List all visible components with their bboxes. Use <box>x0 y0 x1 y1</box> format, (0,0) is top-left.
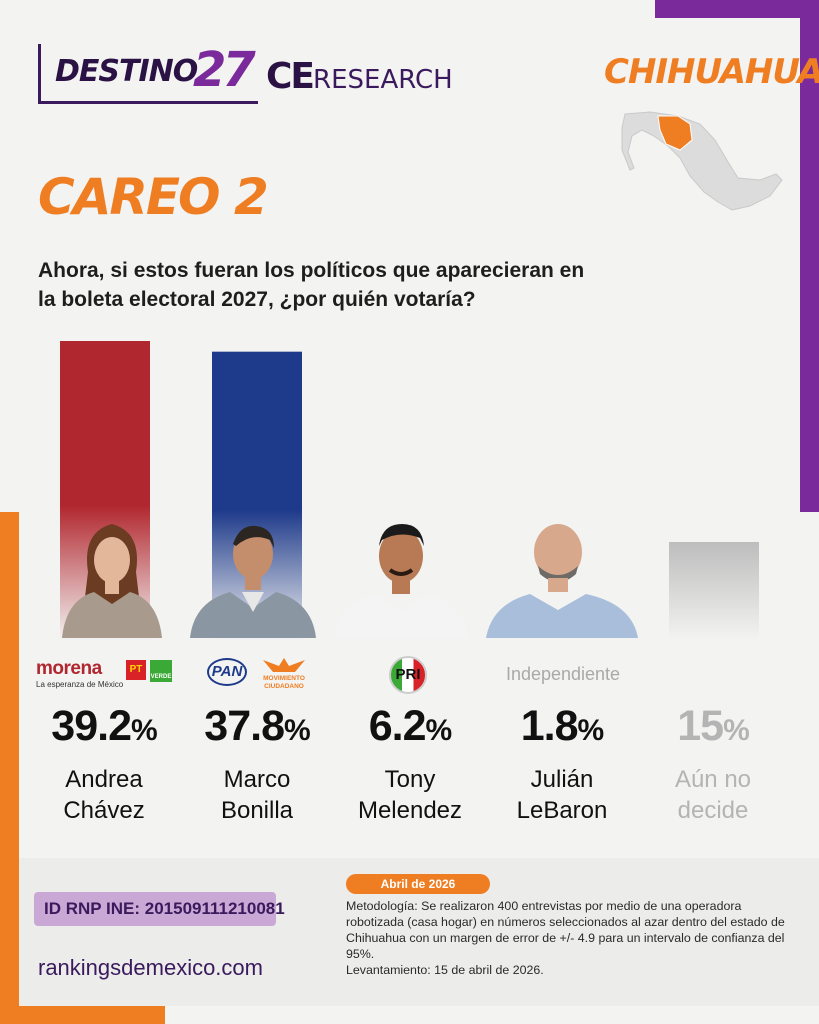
pct-symbol: % <box>284 714 311 747</box>
pct-symbol: % <box>131 714 158 747</box>
pct-value: 37.8 <box>204 702 285 750</box>
purple-frame-right <box>800 0 819 512</box>
pct-value: 39.2 <box>51 702 132 750</box>
name-line1: Andrea <box>65 766 143 793</box>
pan-logo-icon: PAN <box>207 658 247 686</box>
name-line1: Aún no <box>674 766 752 793</box>
date-badge: Abril de 2026 <box>346 874 490 894</box>
name-line1: Tony <box>384 766 436 793</box>
section-title: CAREO 2 <box>38 168 269 226</box>
pct-andrea-chavez: 39.2% <box>28 702 180 751</box>
name-line2: Melendez <box>357 797 463 824</box>
mc-eagle-icon <box>263 658 305 672</box>
pan-mc-logo: PAN MOVIMIENTO CIUDADANO <box>207 656 311 696</box>
research-logo-text: RESEARCH <box>313 65 453 95</box>
tony-melendez-photo <box>334 524 468 638</box>
mc-logo-line2: CIUDADANO <box>264 683 304 690</box>
pt-logo-icon: PT <box>126 660 146 680</box>
morena-logo-subtitle: La esperanza de México <box>36 680 124 689</box>
andrea-chavez-photo <box>62 524 162 638</box>
website-link[interactable]: rankingsdemexico.com <box>38 955 263 980</box>
marco-bonilla-photo <box>190 525 316 638</box>
name-julian-lebaron: Julián LeBaron <box>486 764 638 826</box>
pct-tony-melendez: 6.2% <box>334 702 486 751</box>
pct-value: 1.8 <box>520 702 579 750</box>
pri-logo-text: PRI <box>395 666 421 683</box>
ce-logo-text: CE <box>266 56 315 97</box>
name-line2: Chávez <box>63 797 145 824</box>
destino27-logo: DESTINO 27 <box>38 42 258 104</box>
name-undecided: Aún no decide <box>637 764 789 826</box>
pct-undecided: 15% <box>637 702 789 751</box>
state-title: CHIHUAHUA <box>604 52 819 92</box>
pct-symbol: % <box>577 714 605 747</box>
name-line2: decide <box>677 797 749 824</box>
bar-undecided <box>669 542 759 640</box>
pct-value: 6.2 <box>368 702 427 750</box>
mc-logo-text: MOVIMIENTO CIUDADANO <box>255 675 313 691</box>
pri-logo: PRI <box>389 656 429 696</box>
purple-frame-top <box>655 0 819 18</box>
pct-marco-bonilla: 37.8% <box>181 702 333 751</box>
pct-julian-lebaron: 1.8% <box>486 702 638 751</box>
rnp-id-badge: ID RNP INE: 201509111210081 <box>34 892 285 926</box>
orange-frame-bottom <box>0 1006 165 1024</box>
verde-logo-icon: VERDE <box>150 660 172 682</box>
pct-symbol: % <box>723 714 750 747</box>
mc-logo-line1: MOVIMIENTO <box>263 675 305 682</box>
name-marco-bonilla: Marco Bonilla <box>181 764 333 826</box>
destino-logo-number: 27 <box>193 42 256 98</box>
name-line2: Bonilla <box>220 797 294 824</box>
morena-logo-text: morena <box>36 658 102 679</box>
name-line1: Julián <box>530 766 594 793</box>
mexico-map-icon <box>621 111 783 211</box>
name-andrea-chavez: Andrea Chávez <box>28 764 180 826</box>
name-line2: LeBaron <box>516 797 608 824</box>
destino-logo-text: DESTINO <box>55 54 198 89</box>
morena-coalition-logo: morena La esperanza de México PT VERDE <box>36 656 176 696</box>
name-tony-melendez: Tony Melendez <box>334 764 486 826</box>
methodology-text: Metodología: Se realizaron 400 entrevist… <box>346 898 786 978</box>
name-line1: Marco <box>223 766 291 793</box>
fieldwork-date: Levantamiento: 15 de abril de 2026. <box>346 963 544 977</box>
julian-lebaron-photo <box>486 524 638 638</box>
pri-logo-icon: PRI <box>389 656 427 694</box>
pct-value: 15 <box>677 702 724 750</box>
bar-marco-bonilla <box>212 351 302 640</box>
orange-frame-left <box>0 512 19 1024</box>
survey-question: Ahora, si estos fueran los políticos que… <box>38 259 585 311</box>
ceresearch-logo: CERESEARCH <box>266 56 453 97</box>
methodology-body: Metodología: Se realizaron 400 entrevist… <box>346 899 785 961</box>
pct-symbol: % <box>425 714 453 747</box>
independiente-label: Independiente <box>505 664 621 684</box>
